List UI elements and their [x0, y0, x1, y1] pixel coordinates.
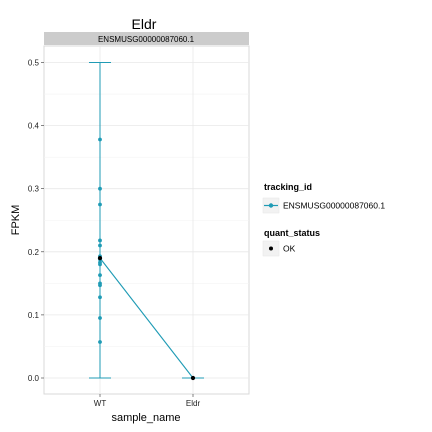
replicate-point [98, 340, 102, 344]
legend-quant-entry: OK [283, 244, 296, 254]
facet-label: ENSMUSG00000087060.1 [98, 35, 195, 44]
y-axis-ticks: 0.0 0.1 0.2 0.3 0.4 0.5 [28, 59, 44, 384]
replicate-point [98, 244, 102, 248]
legend-tracking-title: tracking_id [264, 182, 312, 192]
quant-status-point [98, 256, 102, 260]
y-tick-label: 0.5 [28, 59, 40, 68]
y-axis-label: FPKM [10, 205, 22, 236]
replicate-point [98, 239, 102, 243]
replicate-point [98, 295, 102, 299]
y-tick-label: 0.0 [28, 374, 40, 383]
x-axis-ticks: WT Eldr [94, 394, 201, 408]
y-tick-label: 0.3 [28, 185, 40, 194]
replicate-point [98, 138, 102, 142]
x-axis-label: sample_name [111, 412, 180, 424]
legend-quant-dot-icon [269, 247, 273, 251]
y-tick-label: 0.4 [28, 122, 40, 131]
replicate-point [98, 263, 102, 267]
y-tick-label: 0.2 [28, 248, 40, 257]
legend-quant-title: quant_status [264, 228, 320, 238]
chart-title: Eldr [132, 16, 157, 32]
legend-tracking-entry: ENSMUSG00000087060.1 [283, 201, 385, 211]
x-tick-label: Eldr [186, 399, 201, 408]
replicate-point [98, 283, 102, 287]
x-tick-label: WT [94, 399, 107, 408]
y-tick-label: 0.1 [28, 311, 40, 320]
replicate-point [98, 187, 102, 191]
legend-tracking-dot-icon [269, 203, 273, 207]
replicate-point [98, 203, 102, 207]
replicate-point [98, 273, 102, 277]
quant-status-point [191, 376, 195, 380]
replicate-point [98, 316, 102, 320]
